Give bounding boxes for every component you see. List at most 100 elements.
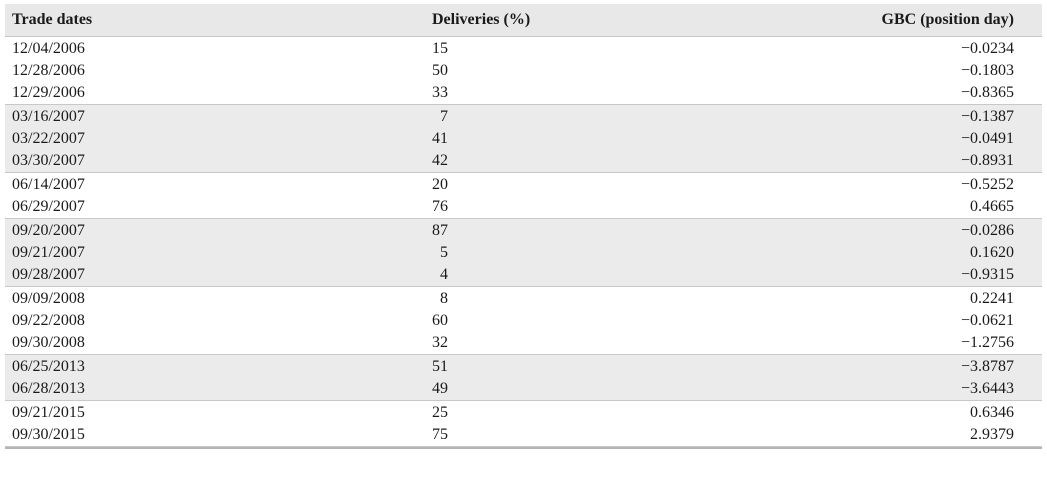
cell-deliveries: 25 <box>432 404 448 421</box>
header-gbc: GBC (position day) <box>881 11 1014 28</box>
row-group: 12/04/2006 15 −0.0234 12/28/2006 50 −0.1803 12… <box>5 37 1042 105</box>
cell-deliveries: 51 <box>432 358 448 375</box>
cell-deliveries: 7 <box>440 108 448 125</box>
cell-deliveries-wrap: 51 <box>432 358 632 376</box>
cell-trade-date: 03/30/2007 <box>12 152 85 169</box>
table-row: 03/16/2007 7 −0.1387 <box>5 106 1042 128</box>
cell-deliveries-wrap: 5 <box>432 244 632 262</box>
cell-gbc: −3.8787 <box>960 358 1014 375</box>
table-row: 06/25/2013 51 −3.8787 <box>5 356 1042 378</box>
cell-trade-date: 09/21/2015 <box>12 404 85 421</box>
table-row: 09/30/2015 75 2.9379 <box>5 424 1042 446</box>
table-row: 09/21/2007 5 0.1620 <box>5 242 1042 264</box>
cell-gbc: −0.1803 <box>960 62 1014 79</box>
table-header: Trade dates Deliveries (%) GBC (position… <box>5 4 1042 37</box>
row-group: 06/14/2007 20 −0.5252 06/29/2007 76 0.4665 <box>5 173 1042 219</box>
cell-deliveries-wrap: 76 <box>432 198 632 216</box>
table-row: 06/28/2013 49 −3.6443 <box>5 378 1042 400</box>
cell-trade-date: 06/28/2013 <box>12 380 85 397</box>
cell-deliveries-wrap: 60 <box>432 312 632 330</box>
cell-deliveries-wrap: 8 <box>432 290 632 308</box>
cell-deliveries: 75 <box>432 426 448 443</box>
table-row: 09/22/2008 60 −0.0621 <box>5 310 1042 332</box>
cell-deliveries: 60 <box>432 312 448 329</box>
table-row: 03/30/2007 42 −0.8931 <box>5 150 1042 172</box>
table-row: 12/28/2006 50 −0.1803 <box>5 60 1042 82</box>
table-row: 09/30/2008 32 −1.2756 <box>5 332 1042 354</box>
cell-deliveries-wrap: 7 <box>432 108 632 126</box>
cell-trade-date: 09/30/2015 <box>12 426 85 443</box>
cell-deliveries-wrap: 42 <box>432 152 632 170</box>
cell-gbc: −0.0621 <box>960 312 1014 329</box>
row-group: 03/16/2007 7 −0.1387 03/22/2007 41 −0.0491 03/… <box>5 105 1042 173</box>
table-body: 12/04/2006 15 −0.0234 12/28/2006 50 −0.1803 12… <box>5 37 1042 447</box>
cell-deliveries-wrap: 75 <box>432 426 632 444</box>
cell-deliveries-wrap: 25 <box>432 404 632 422</box>
table-row: 06/29/2007 76 0.4665 <box>5 196 1042 218</box>
cell-deliveries-wrap: 32 <box>432 334 632 352</box>
row-group: 09/20/2007 87 −0.0286 09/21/2007 5 0.1620 09/2… <box>5 219 1042 287</box>
cell-gbc: 0.4665 <box>970 198 1014 215</box>
cell-gbc: −0.9315 <box>960 266 1014 283</box>
table-row: 06/14/2007 20 −0.5252 <box>5 174 1042 196</box>
row-group: 09/09/2008 8 0.2241 09/22/2008 60 −0.0621 09/3… <box>5 287 1042 355</box>
cell-deliveries-wrap: 33 <box>432 84 632 102</box>
table-row: 12/29/2006 33 −0.8365 <box>5 82 1042 104</box>
cell-gbc: 2.9379 <box>970 426 1014 443</box>
table-row: 09/20/2007 87 −0.0286 <box>5 220 1042 242</box>
cell-deliveries: 50 <box>432 62 448 79</box>
cell-trade-date: 03/16/2007 <box>12 108 85 125</box>
cell-gbc: 0.1620 <box>970 244 1014 261</box>
table-row: 09/28/2007 4 −0.9315 <box>5 264 1042 286</box>
cell-gbc: −0.8931 <box>960 152 1014 169</box>
cell-trade-date: 12/04/2006 <box>12 40 85 57</box>
cell-gbc: 0.2241 <box>970 290 1014 307</box>
cell-gbc: −0.1387 <box>960 108 1014 125</box>
cell-gbc: −3.6443 <box>960 380 1014 397</box>
cell-deliveries-wrap: 41 <box>432 130 632 148</box>
cell-trade-date: 09/28/2007 <box>12 266 85 283</box>
cell-deliveries: 33 <box>432 84 448 101</box>
data-table: Trade dates Deliveries (%) GBC (position… <box>5 4 1042 449</box>
cell-gbc: −0.0286 <box>960 222 1014 239</box>
cell-deliveries-wrap: 4 <box>432 266 632 284</box>
cell-deliveries-wrap: 20 <box>432 176 632 194</box>
cell-deliveries-wrap: 15 <box>432 40 632 58</box>
cell-gbc: −0.8365 <box>960 84 1014 101</box>
cell-deliveries: 42 <box>432 152 448 169</box>
cell-deliveries-wrap: 49 <box>432 380 632 398</box>
cell-deliveries: 5 <box>440 244 448 261</box>
cell-gbc: −0.0234 <box>960 40 1014 57</box>
cell-gbc: −1.2756 <box>960 334 1014 351</box>
table-row: 12/04/2006 15 −0.0234 <box>5 38 1042 60</box>
cell-trade-date: 09/09/2008 <box>12 290 85 307</box>
cell-deliveries-wrap: 50 <box>432 62 632 80</box>
cell-trade-date: 12/28/2006 <box>12 62 85 79</box>
cell-trade-date: 09/30/2008 <box>12 334 85 351</box>
row-group: 09/21/2015 25 0.6346 09/30/2015 75 2.9379 <box>5 401 1042 447</box>
row-group: 06/25/2013 51 −3.8787 06/28/2013 49 −3.6443 <box>5 355 1042 401</box>
cell-trade-date: 06/29/2007 <box>12 198 85 215</box>
cell-gbc: −0.5252 <box>960 176 1014 193</box>
cell-trade-date: 06/25/2013 <box>12 358 85 375</box>
cell-deliveries: 87 <box>432 222 448 239</box>
cell-deliveries-wrap: 87 <box>432 222 632 240</box>
header-trade-dates: Trade dates <box>12 11 93 28</box>
cell-deliveries: 8 <box>440 290 448 307</box>
table-row: 09/09/2008 8 0.2241 <box>5 288 1042 310</box>
cell-trade-date: 09/21/2007 <box>12 244 85 261</box>
cell-deliveries: 41 <box>432 130 448 147</box>
cell-deliveries: 76 <box>432 198 448 215</box>
cell-deliveries: 32 <box>432 334 448 351</box>
cell-deliveries: 15 <box>432 40 448 57</box>
table-row: 09/21/2015 25 0.6346 <box>5 402 1042 424</box>
table-row: 03/22/2007 41 −0.0491 <box>5 128 1042 150</box>
cell-trade-date: 06/14/2007 <box>12 176 85 193</box>
cell-trade-date: 03/22/2007 <box>12 130 85 147</box>
cell-deliveries: 4 <box>440 266 448 283</box>
cell-gbc: 0.6346 <box>970 404 1014 421</box>
header-deliveries: Deliveries (%) <box>432 11 531 28</box>
cell-gbc: −0.0491 <box>960 130 1014 147</box>
cell-trade-date: 12/29/2006 <box>12 84 85 101</box>
cell-deliveries: 49 <box>432 380 448 397</box>
